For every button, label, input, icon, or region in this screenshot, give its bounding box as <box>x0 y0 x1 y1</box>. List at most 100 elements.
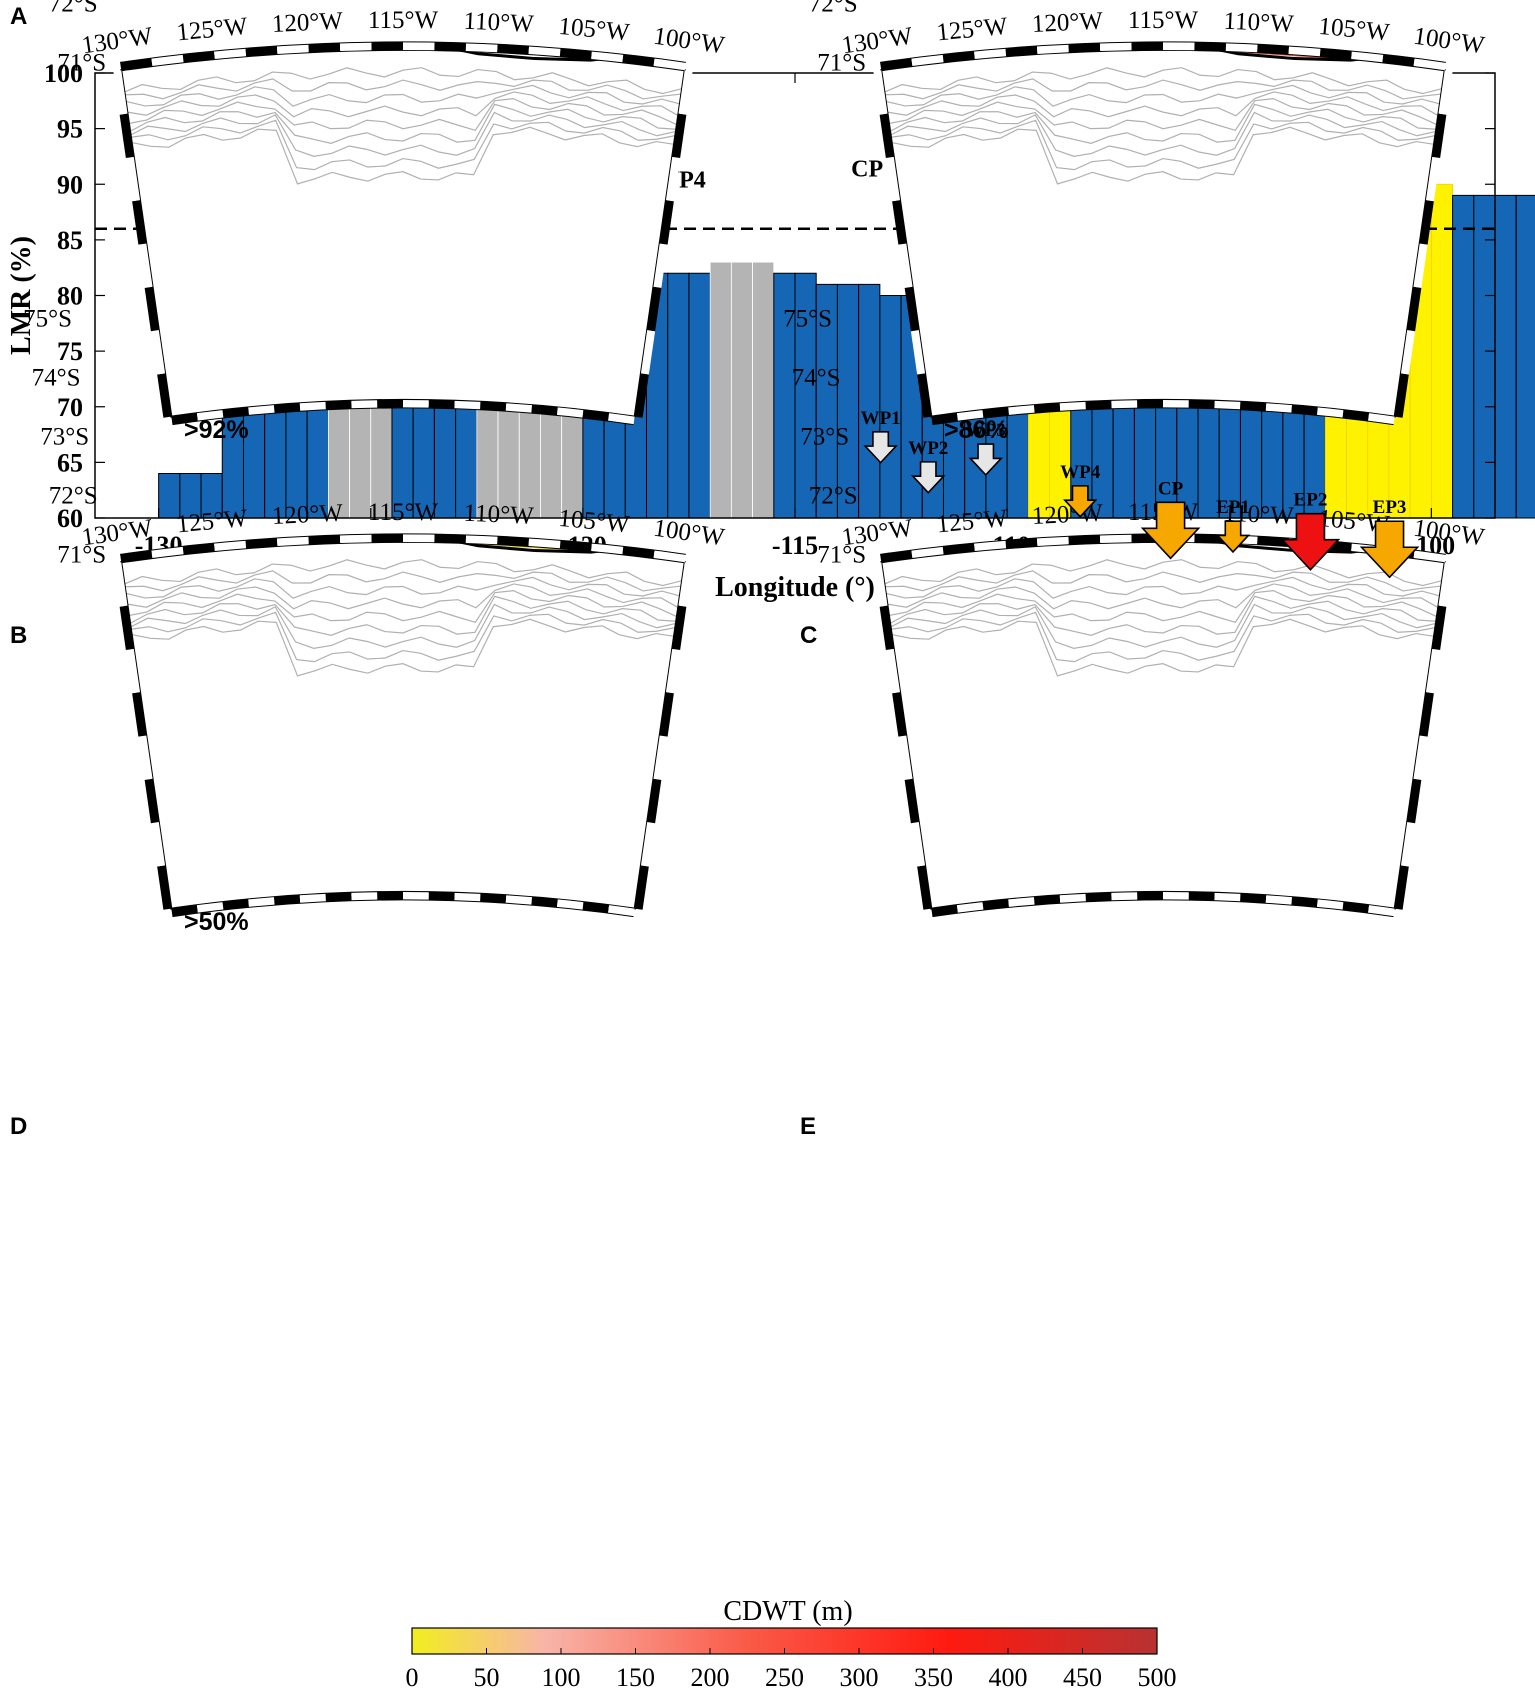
frame-segment <box>879 605 894 650</box>
bathymetry-contour <box>130 119 676 171</box>
longitude-label: 120°W <box>271 500 344 530</box>
bathymetry-contour <box>124 570 682 592</box>
map-body <box>881 542 1445 909</box>
frame-segment <box>1059 893 1086 904</box>
frame-segment <box>248 405 275 416</box>
bathymetry-contour <box>129 103 677 144</box>
longitude-label: 125°W <box>175 13 249 47</box>
map-body <box>881 49 1445 417</box>
arrow-label: CP <box>1158 478 1184 499</box>
frame-segment <box>339 534 372 544</box>
colorbar-tick-label: 0 <box>406 1663 419 1692</box>
longitude-label: 110°W <box>1223 8 1295 38</box>
frame-segment <box>157 865 172 910</box>
bathymetry-contour <box>130 111 677 157</box>
frame-segment <box>454 400 481 410</box>
frame-segment <box>125 156 141 202</box>
longitude-label: 105°W <box>1317 13 1391 47</box>
frame-segment <box>1419 200 1434 245</box>
latitude-label: 74°S <box>792 365 841 392</box>
frame-segment <box>1432 113 1447 158</box>
frame-segment <box>138 243 153 288</box>
colorbar-tick-label: 200 <box>691 1663 730 1692</box>
inflow-arrow <box>863 431 898 464</box>
frame-segment <box>1288 46 1321 57</box>
frame-segment <box>1394 865 1409 910</box>
frame-segment <box>1194 42 1227 52</box>
bathymetry-contour <box>124 78 682 100</box>
frame-segment <box>214 540 247 552</box>
bathymetry-contour <box>884 67 1443 95</box>
colorbar-tick-label: 500 <box>1138 1663 1177 1692</box>
x-axis-label: Longitude (°) <box>715 572 875 603</box>
frame-segment <box>465 43 498 53</box>
colorbar-tick-label: 400 <box>989 1663 1028 1692</box>
frame-segment <box>665 156 681 202</box>
frame-segment <box>1407 286 1422 332</box>
latitude-label: 73°S <box>40 424 89 451</box>
bathymetry-contour <box>131 126 675 185</box>
frame-segment <box>1368 413 1395 425</box>
frame-segment <box>556 899 584 911</box>
frame-segment <box>1225 43 1258 53</box>
bathymetry-contour <box>130 603 677 649</box>
frame-segment <box>1407 778 1422 824</box>
longitude-label: 100°W <box>652 23 727 60</box>
inflow-arrow <box>1359 520 1420 579</box>
y-tick-label: 90 <box>57 170 83 199</box>
longitude-label: 100°W <box>652 515 727 552</box>
frame-segment <box>276 44 309 55</box>
threshold-label: >92% <box>184 416 249 444</box>
frame-segment <box>428 892 455 901</box>
frame-segment <box>120 58 153 71</box>
bar <box>1430 183 1453 519</box>
frame-segment <box>640 330 656 375</box>
y-tick-label: 100 <box>44 59 83 88</box>
inflow-arrow <box>1140 501 1201 560</box>
frame-segment <box>1188 400 1215 409</box>
longitude-label: 100°W <box>1412 23 1487 60</box>
frame-segment <box>480 401 507 412</box>
frame-segment <box>1214 400 1241 410</box>
frame-segment <box>653 550 686 563</box>
longitude-label: 115°W <box>1128 7 1199 34</box>
colorbar-tick-label: 300 <box>840 1663 879 1692</box>
arrow-label: WP2 <box>908 438 948 459</box>
frame-segment <box>910 822 926 867</box>
map-panel-c: 130°W 125°W 120°W 115°W 110°W 105°W 100°W71°S7… <box>809 0 1487 444</box>
frame-segment <box>659 692 674 737</box>
frame-segment <box>132 200 147 245</box>
frame-segment <box>873 562 888 607</box>
frame-segment <box>885 648 901 694</box>
frame-segment <box>556 407 584 419</box>
bathymetry-contour <box>128 590 678 624</box>
frame-segment <box>150 822 166 867</box>
frame-segment <box>1419 692 1434 737</box>
frame-segment <box>956 902 984 914</box>
frame-segment <box>931 413 958 425</box>
frame-segment <box>678 70 693 115</box>
threshold-label: >86% <box>944 416 1009 444</box>
map-panel-b: 130°W 125°W 120°W 115°W 110°W 105°W 100°W71°S7… <box>49 0 727 444</box>
frame-segment <box>1413 735 1428 780</box>
frame-outline <box>120 41 686 63</box>
frame-segment <box>531 897 558 908</box>
frame-segment <box>222 899 250 911</box>
frame-segment <box>1036 44 1069 55</box>
colorbar-tick-label: 50 <box>474 1663 500 1692</box>
frame-segment <box>151 546 184 559</box>
frame-segment <box>634 865 649 910</box>
colorbar-tick-label: 250 <box>765 1663 804 1692</box>
frame-segment <box>248 897 275 908</box>
frame-segment <box>1351 51 1384 63</box>
frame-segment <box>1319 48 1352 60</box>
latitude-label: 71°S <box>817 542 866 569</box>
frame-segment <box>898 243 913 288</box>
ocean <box>881 49 1445 417</box>
ocean <box>121 50 685 417</box>
frame-segment <box>273 895 301 906</box>
bathymetry-contour <box>125 576 681 599</box>
frame-segment <box>151 54 184 67</box>
arrow-label: EP1 <box>1216 497 1250 518</box>
